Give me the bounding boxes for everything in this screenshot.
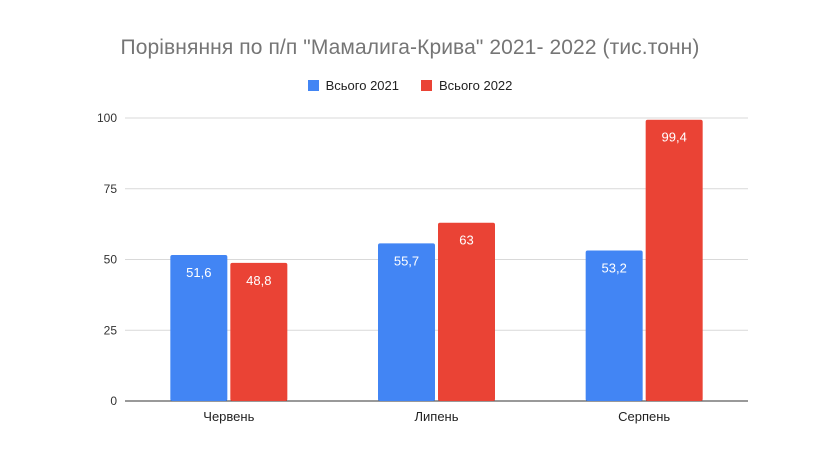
y-tick-label: 100 [97,111,117,125]
y-tick-label: 50 [104,253,118,267]
legend-swatch-series-1 [307,80,319,91]
x-tick-label: Червень [203,409,254,424]
data-label: 63 [459,233,473,248]
data-label: 53,2 [602,260,627,275]
bar [438,222,495,401]
bar [170,254,228,401]
chart-title: Порівняння по п/п "Мамалига-Крива" 2021-… [120,36,700,59]
y-tick-label: 25 [104,323,118,337]
legend-item-series-1[interactable]: Всього 2021 [307,78,399,93]
bar [585,250,643,401]
y-tick-label: 75 [104,182,118,196]
legend-label-series-2: Всього 2022 [439,78,513,93]
data-label: 48,8 [246,273,271,288]
bar [230,262,288,401]
bar [645,119,703,401]
legend-item-series-2[interactable]: Всього 2022 [421,78,512,93]
data-label: 55,7 [394,253,419,268]
bar [378,243,435,401]
x-tick-label: Липень [414,409,458,424]
y-tick-label: 0 [110,394,117,408]
legend-label-series-1: Всього 2021 [325,78,399,93]
legend: Всього 2021 Всього 2022 [0,78,820,93]
legend-swatch-series-2 [421,80,432,91]
data-label: 99,4 [662,130,687,145]
x-tick-label: Серпень [618,409,670,424]
data-label: 51,6 [186,265,211,280]
